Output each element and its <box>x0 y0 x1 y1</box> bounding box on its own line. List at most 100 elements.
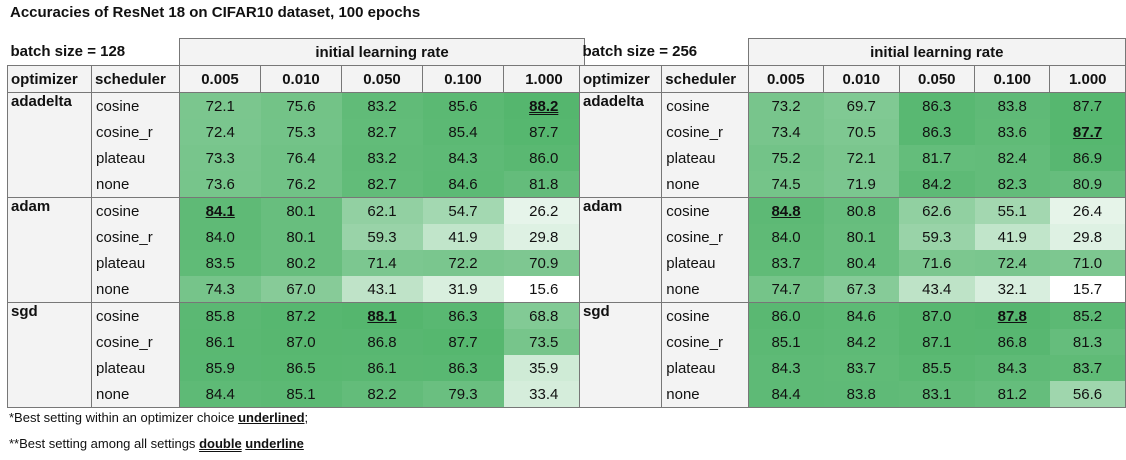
accuracy-value: 86.3 <box>448 359 478 377</box>
accuracy-cell: 84.2 <box>823 329 900 355</box>
accuracy-value: 70.9 <box>529 254 559 272</box>
accuracy-value: 72.1 <box>205 97 235 115</box>
scheduler-label: none <box>661 381 749 408</box>
lr-column-header: 0.010 <box>823 65 900 93</box>
accuracy-value: 84.3 <box>997 359 1027 377</box>
accuracy-cell: 33.4 <box>503 381 585 408</box>
scheduler-column-header: scheduler <box>91 65 180 93</box>
accuracy-value: 87.0 <box>922 307 952 325</box>
accuracy-value: 75.6 <box>286 97 316 115</box>
accuracy-value: 67.3 <box>846 280 876 298</box>
accuracy-value: 84.6 <box>448 175 478 193</box>
scheduler-label: none <box>91 381 180 408</box>
accuracy-value: 80.9 <box>1072 175 1103 193</box>
accuracy-value: 68.8 <box>529 307 559 325</box>
accuracy-cell: 71.6 <box>899 250 975 276</box>
table-row: cosine_r 86.1 87.0 86.8 87.7 73.5 <box>8 329 585 355</box>
accuracy-value: 83.7 <box>1072 359 1103 377</box>
optimizer-label: adam <box>578 197 663 303</box>
accuracy-cell: 86.3 <box>899 92 975 119</box>
table-row: plateau 85.9 86.5 86.1 86.3 35.9 <box>8 355 585 381</box>
accuracy-value: 84.2 <box>922 175 952 193</box>
accuracy-value: 86.8 <box>997 333 1027 351</box>
accuracy-value: 80.1 <box>286 202 316 220</box>
accuracy-cell: 81.7 <box>899 145 975 171</box>
accuracy-value: 72.2 <box>448 254 478 272</box>
optimizer-column-header: optimizer <box>578 65 663 93</box>
optimizer-label: adadelta <box>7 92 92 198</box>
table-row: none 74.3 67.0 43.1 31.9 15.6 <box>8 276 585 303</box>
scheduler-label: cosine <box>661 92 749 119</box>
lr-column-header: 0.100 <box>973 65 1051 93</box>
scheduler-label: cosine_r <box>661 119 749 145</box>
scheduler-label: cosine <box>661 302 749 329</box>
accuracy-cell: 85.6 <box>422 92 504 119</box>
accuracy-value: 55.1 <box>997 202 1027 220</box>
accuracy-cell: 86.0 <box>503 145 585 171</box>
accuracy-value: 87.8 <box>997 307 1027 325</box>
accuracy-cell: 67.0 <box>260 276 342 303</box>
accuracy-cell: 80.1 <box>823 224 900 250</box>
accuracy-value: 82.7 <box>367 123 397 141</box>
accuracy-value: 73.5 <box>529 333 559 351</box>
accuracy-cell: 88.2 <box>503 92 585 119</box>
accuracy-value: 71.4 <box>367 254 397 272</box>
lr-column-header: 1.000 <box>1049 65 1126 93</box>
accuracy-cell: 84.6 <box>422 171 504 198</box>
accuracy-cell: 74.3 <box>179 276 261 303</box>
accuracy-cell: 83.8 <box>823 381 900 408</box>
accuracy-value: 71.0 <box>1072 254 1103 272</box>
accuracy-cell: 84.6 <box>823 302 900 329</box>
accuracy-cell: 59.3 <box>899 224 975 250</box>
accuracy-value: 75.2 <box>771 149 801 167</box>
accuracy-value: 82.4 <box>997 149 1027 167</box>
accuracy-cell: 15.6 <box>503 276 585 303</box>
accuracy-cell: 56.6 <box>1049 381 1126 408</box>
accuracy-value: 84.1 <box>205 202 235 220</box>
accuracy-value: 87.7 <box>1072 123 1103 141</box>
accuracy-value: 85.2 <box>1072 307 1103 325</box>
scheduler-label: cosine_r <box>661 329 749 355</box>
optimizer-label: sgd <box>7 302 92 408</box>
table-row: none 84.4 85.1 82.2 79.3 33.4 <box>8 381 585 408</box>
accuracy-value: 86.9 <box>1072 149 1103 167</box>
scheduler-label: plateau <box>661 355 749 381</box>
accuracy-value: 82.2 <box>367 385 397 403</box>
table-row: adam cosine 84.8 80.8 62.6 55.1 26.4 <box>578 197 1126 303</box>
accuracy-cell: 72.4 <box>179 119 261 145</box>
accuracy-value: 76.2 <box>286 175 316 193</box>
accuracy-cell: 87.7 <box>422 329 504 355</box>
accuracy-cell: 62.1 <box>341 197 423 224</box>
accuracy-cell: 54.7 <box>422 197 504 224</box>
accuracy-cell: 83.8 <box>974 92 1050 119</box>
accuracy-cell: 83.1 <box>899 381 975 408</box>
accuracy-cell: 75.6 <box>260 92 342 119</box>
accuracy-value: 59.3 <box>367 228 397 246</box>
accuracy-cell: 32.1 <box>974 276 1050 303</box>
note-text-end: ; <box>304 410 309 425</box>
accuracy-cell: 83.2 <box>341 145 423 171</box>
accuracy-cell: 43.4 <box>899 276 975 303</box>
accuracy-cell: 81.2 <box>974 381 1050 408</box>
optimizer-label: sgd <box>578 302 663 408</box>
note-text: **Best setting among all settings <box>9 436 200 451</box>
learning-rate-header: initial learning rate <box>747 38 1126 66</box>
table-row: cosine_r 85.1 84.2 87.1 86.8 81.3 <box>580 329 1126 355</box>
accuracy-cell: 85.1 <box>260 381 342 408</box>
accuracy-cell: 80.9 <box>1049 171 1126 198</box>
accuracy-value: 72.1 <box>846 149 876 167</box>
accuracy-value: 83.6 <box>997 123 1027 141</box>
accuracy-value: 86.8 <box>367 333 397 351</box>
accuracy-cell: 83.7 <box>823 355 900 381</box>
accuracy-cell: 86.5 <box>260 355 342 381</box>
table-row: plateau 73.3 76.4 83.2 84.3 86.0 <box>8 145 585 171</box>
accuracy-cell: 87.7 <box>1049 92 1126 119</box>
table-row: plateau 84.3 83.7 85.5 84.3 83.7 <box>580 355 1126 381</box>
table-row: none 74.7 67.3 43.4 32.1 15.7 <box>580 276 1126 303</box>
accuracy-value: 82.7 <box>367 175 397 193</box>
table-row: adam cosine 84.1 80.1 62.1 54.7 26.2 <box>7 197 585 303</box>
accuracy-cell: 85.4 <box>422 119 504 145</box>
results-table-bs256: batch size = 256 initial learning rate opt… <box>578 38 1126 408</box>
scheduler-label: none <box>661 276 749 303</box>
accuracy-cell: 84.3 <box>974 355 1050 381</box>
